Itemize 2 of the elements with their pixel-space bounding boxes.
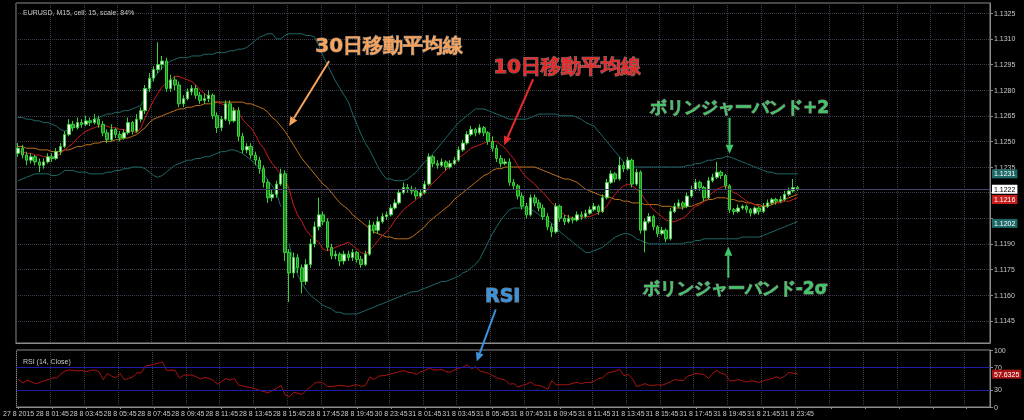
candlestick xyxy=(16,142,20,158)
line-series xyxy=(18,361,798,398)
